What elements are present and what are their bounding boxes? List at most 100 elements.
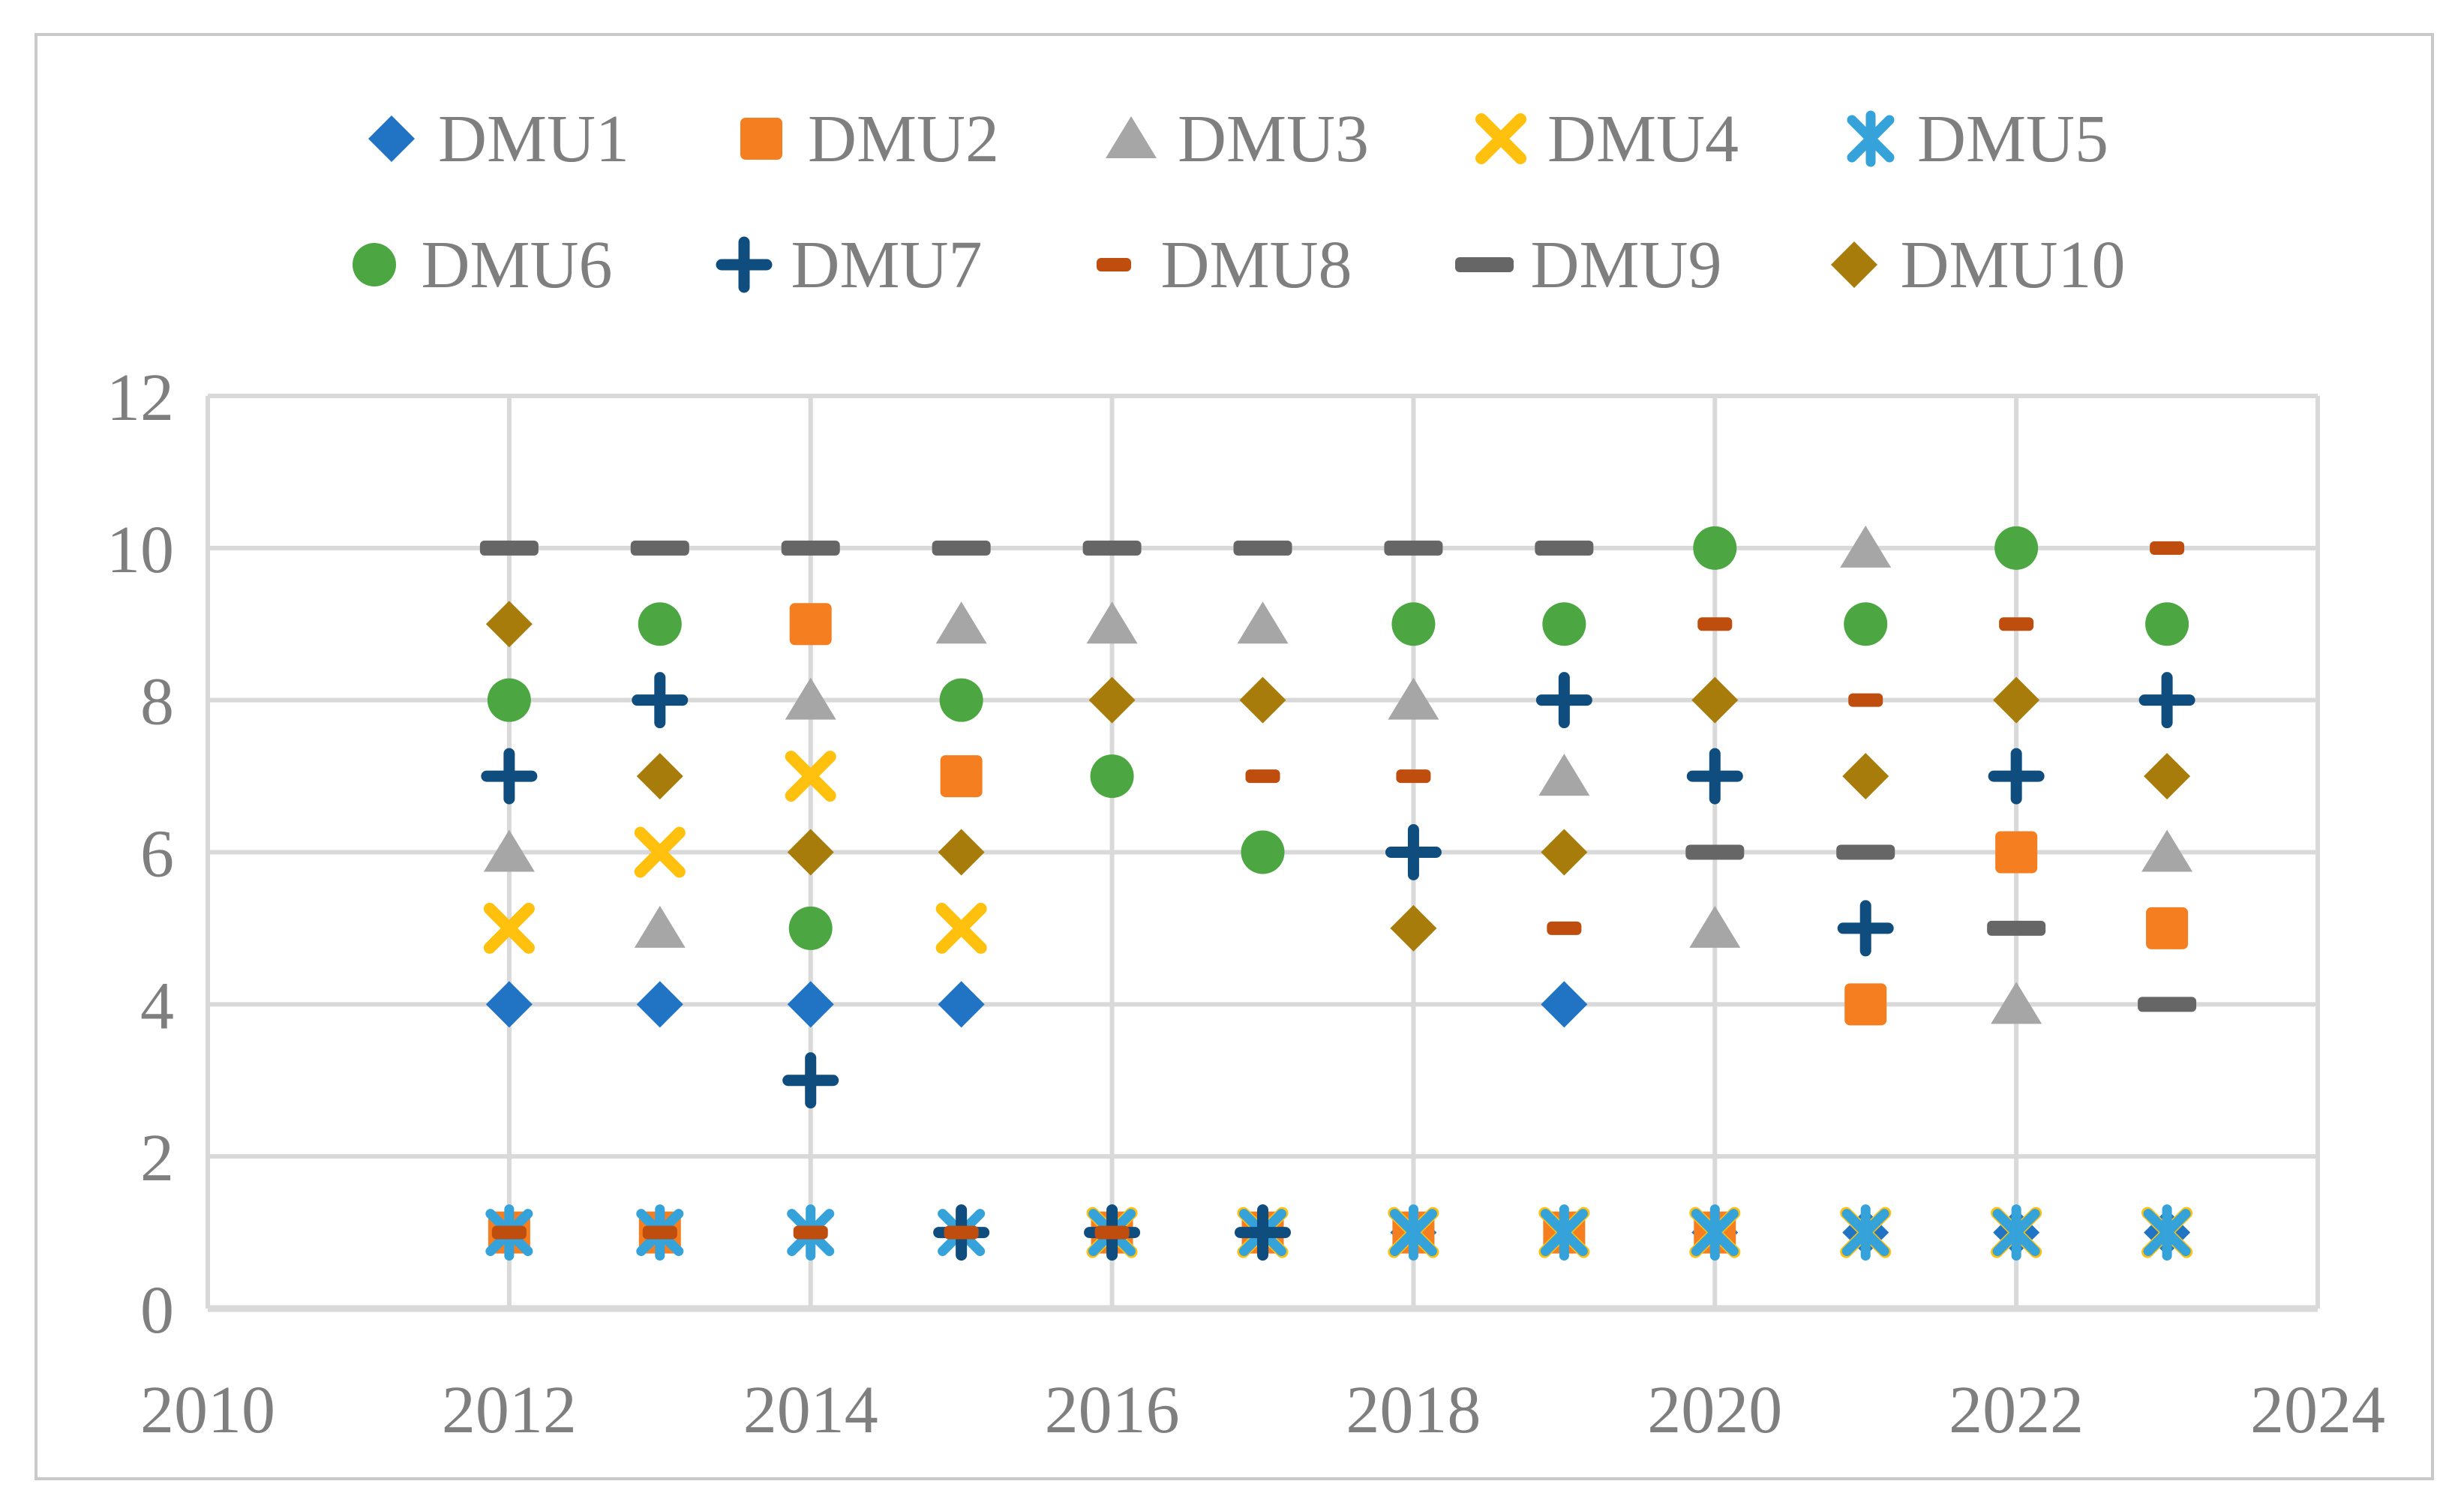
legend-label: DMU6 — [421, 227, 613, 302]
legend-label: DMU5 — [1917, 101, 2109, 176]
point-DMU5-2022 — [1992, 1204, 2040, 1261]
point-DMU3-2015 — [935, 601, 987, 644]
point-DMU9-2020 — [1685, 844, 1745, 860]
legend-label: DMU7 — [791, 227, 983, 302]
point-DMU9-2012 — [479, 540, 539, 556]
point-DMU7-2018 — [1385, 824, 1442, 880]
point-DMU10-2015 — [938, 829, 985, 876]
figure-border — [35, 33, 2434, 1480]
x-tick-2018: 2018 — [1346, 1373, 1481, 1447]
point-DMU7-2021 — [1837, 900, 1894, 957]
point-DMU8-2015 — [944, 1225, 979, 1240]
point-DMU8-2019 — [1547, 921, 1582, 935]
point-DMU3-2013 — [634, 905, 686, 948]
y-tick-8: 8 — [140, 665, 174, 739]
xmark-icon — [1475, 113, 1526, 164]
point-DMU2-2015 — [940, 755, 983, 798]
point-DMU3-2021 — [1840, 525, 1892, 568]
point-DMU8-2023 — [2150, 541, 2185, 555]
point-DMU9-2022 — [1987, 920, 2046, 936]
point-DMU5-2023 — [2143, 1204, 2191, 1261]
legend-item-dmu2: DMU2 — [725, 100, 999, 178]
legend-item-dmu6: DMU6 — [338, 226, 612, 304]
diamond-icon — [368, 115, 415, 162]
data-markers — [479, 525, 2197, 1261]
dash-short-icon — [1097, 258, 1132, 271]
point-DMU7-2014 — [782, 1052, 839, 1109]
point-DMU6-2020 — [1693, 526, 1737, 570]
legend-item-dmu7: DMU7 — [708, 226, 982, 304]
point-DMU4-2015 — [935, 902, 987, 954]
legend-label: DMU9 — [1530, 227, 1722, 302]
point-DMU9-2017 — [1233, 540, 1292, 556]
point-DMU5-2020 — [1691, 1204, 1739, 1261]
point-DMU6-2017 — [1241, 830, 1285, 874]
point-DMU6-2019 — [1542, 602, 1586, 646]
point-DMU8-2016 — [1094, 1225, 1130, 1240]
point-DMU2-2023 — [2146, 907, 2189, 949]
point-DMU9-2018 — [1384, 540, 1443, 556]
point-DMU1-2014 — [787, 981, 834, 1028]
point-DMU4-2012 — [483, 902, 535, 954]
legend-row-1: DMU1 DMU2 DMU3 DMU4 DMU5 — [0, 82, 2464, 195]
point-DMU3-2019 — [1538, 754, 1590, 796]
point-DMU10-2023 — [2144, 753, 2191, 800]
legend-label: DMU3 — [1177, 101, 1369, 176]
point-DMU7-2019 — [1535, 672, 1592, 729]
point-DMU10-2013 — [636, 753, 683, 800]
x-tick-2020: 2020 — [1647, 1373, 1782, 1447]
y-tick-6: 6 — [140, 817, 174, 892]
point-DMU9-2014 — [781, 540, 840, 556]
point-DMU8-2013 — [642, 1225, 677, 1240]
x-tick-2022: 2022 — [1949, 1373, 2084, 1447]
point-DMU5-2018 — [1389, 1204, 1437, 1261]
x-tick-2012: 2012 — [442, 1373, 577, 1447]
point-DMU3-2018 — [1388, 677, 1439, 720]
point-DMU2-2021 — [1844, 983, 1887, 1026]
point-DMU5-2021 — [1841, 1204, 1889, 1261]
point-DMU8-2018 — [1396, 769, 1431, 784]
point-DMU1-2012 — [485, 981, 533, 1028]
star-icon — [1847, 110, 1895, 167]
point-DMU9-2019 — [1535, 540, 1594, 556]
dash-long-icon — [1454, 257, 1514, 272]
point-DMU8-2012 — [491, 1225, 527, 1240]
legend-label: DMU2 — [807, 101, 999, 176]
x-tick-2016: 2016 — [1045, 1373, 1180, 1447]
x-tick-2014: 2014 — [743, 1373, 878, 1447]
point-DMU8-2020 — [1697, 617, 1733, 631]
point-DMU6-2022 — [1994, 526, 2039, 570]
legend-item-dmu9: DMU9 — [1448, 226, 1722, 304]
legend-label: DMU10 — [1900, 227, 2126, 302]
point-DMU6-2013 — [638, 602, 682, 646]
point-DMU6-2012 — [487, 678, 531, 722]
point-DMU10-2014 — [787, 829, 834, 876]
point-DMU7-2020 — [1686, 748, 1743, 805]
y-tick-12: 12 — [107, 361, 174, 435]
x-tick-2010: 2010 — [140, 1373, 275, 1447]
point-DMU10-2017 — [1239, 676, 1286, 724]
point-DMU7-2012 — [481, 748, 538, 805]
point-DMU2-2022 — [1995, 831, 2038, 874]
point-DMU8-2021 — [1848, 693, 1883, 707]
legend-item-dmu3: DMU3 — [1095, 100, 1369, 178]
legend-label: DMU4 — [1547, 101, 1739, 176]
diamond-icon — [1830, 241, 1877, 288]
point-DMU3-2012 — [483, 829, 535, 872]
point-DMU4-2013 — [634, 826, 686, 878]
point-DMU6-2023 — [2145, 602, 2189, 646]
y-tick-0: 0 — [140, 1273, 174, 1348]
point-DMU4-2014 — [785, 751, 836, 802]
legend-label: DMU1 — [437, 101, 629, 176]
legend-row-2: DMU6 DMU7 DMU8 DMU9 DMU10 — [0, 208, 2464, 321]
point-DMU5-2019 — [1540, 1204, 1588, 1261]
legend-item-dmu10: DMU10 — [1818, 226, 2126, 304]
point-DMU10-2022 — [1993, 676, 2040, 724]
point-DMU7-2017 — [1235, 1204, 1291, 1261]
point-DMU6-2018 — [1391, 602, 1436, 646]
axis-tick-labels: 0 2 4 6 8 10 12 2010 2012 2014 2016 2018 2020 2022 202… — [107, 361, 2385, 1447]
point-DMU6-2016 — [1090, 754, 1134, 799]
point-DMU7-2023 — [2138, 672, 2195, 729]
